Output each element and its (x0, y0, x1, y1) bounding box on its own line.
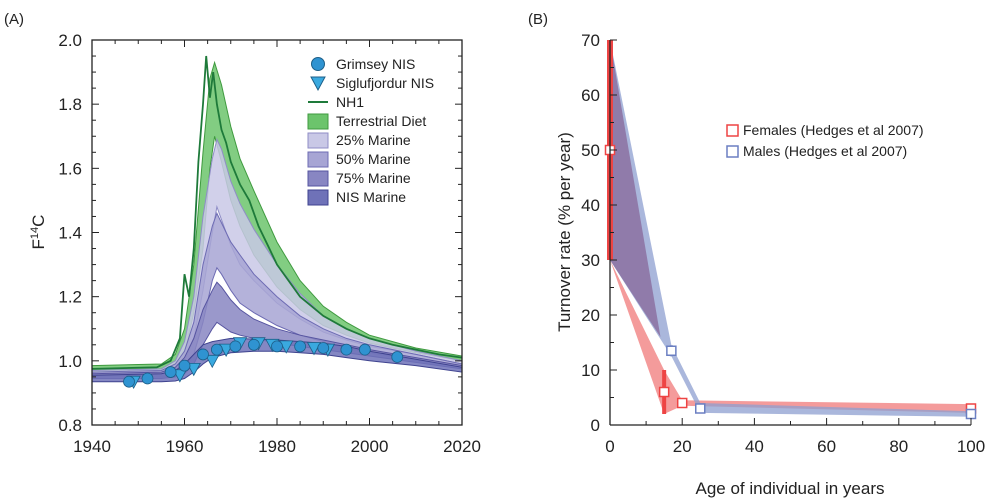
y-tick-label: 1.2 (58, 288, 82, 307)
x-tick-label: 60 (817, 437, 836, 456)
x-tick-label: 1960 (166, 437, 204, 456)
panel-a: (A) 1940 1960 1980 2000 2020 0.8 1.0 1.2 1.4 1.6… (4, 11, 481, 456)
legend-nis-marine: NIS Marine (336, 189, 406, 205)
legend-siglufjordur: Siglufjordur NIS (336, 75, 434, 91)
panel-b: (B) 0 20 40 60 80 100 0 10 20 30 40 50 60 70 Age of … (528, 11, 985, 498)
legend-terrestrial: Terrestrial Diet (336, 113, 426, 129)
siglufjordur-point (205, 354, 220, 369)
legend-50-marine: 50% Marine (336, 151, 411, 167)
male-point (666, 345, 677, 356)
panel-b-label: (B) (528, 11, 548, 28)
siglufjordur-point (306, 342, 322, 356)
grimsey-point (178, 359, 191, 372)
legend-75-marine: 75% Marine (336, 170, 411, 186)
y-tick-label: 70 (581, 31, 600, 50)
legend: Females (Hedges et al 2007) Males (Hedge… (726, 122, 924, 159)
x-tick-label: 2000 (351, 437, 389, 456)
grimsey-point (210, 343, 223, 356)
y-tick-label: 0 (591, 416, 600, 435)
grimsey-point (271, 340, 283, 353)
legend-terrestrial-swatch (307, 113, 329, 130)
y-tick-label: 40 (581, 196, 600, 215)
legend-males: Males (Hedges et al 2007) (743, 143, 907, 159)
turnover-bands (610, 40, 971, 417)
grimsey-point (317, 342, 330, 354)
x-tick-label: 0 (605, 437, 614, 456)
y-tick-label: 10 (581, 361, 600, 380)
legend: Grimsey NIS Siglufjordur NIS NH1 Terrest… (307, 56, 434, 206)
male-band (610, 40, 971, 417)
nh1-line (91, 55, 463, 370)
legend-25-swatch (307, 132, 329, 149)
siglufjordur-point (279, 340, 294, 354)
grimsey-point (294, 340, 307, 353)
siglufjordur-point (186, 362, 201, 377)
male-point (695, 403, 706, 414)
y-tick-label: 0.8 (58, 416, 82, 435)
legend-75-swatch (307, 170, 329, 187)
grimsey-point (247, 338, 260, 351)
x-tick-label: 2020 (443, 437, 481, 456)
legend-female-marker (726, 124, 739, 137)
x-tick-label: 1980 (258, 437, 296, 456)
overlap-band (610, 40, 661, 337)
legend-triangle-marker (310, 76, 326, 92)
y-axis-label: F14C (29, 215, 48, 250)
y-tick-label: 1.0 (58, 352, 82, 371)
y-tick-label: 1.6 (58, 159, 82, 178)
error-bars (607, 40, 973, 417)
grimsey-point (164, 366, 177, 378)
grimsey-point (141, 372, 154, 385)
female-point (658, 386, 670, 398)
y-axis-ticks: 0 10 20 30 40 50 60 70 (581, 31, 617, 435)
y-axis-label: Turnover rate (% per year) (555, 132, 574, 332)
legend-50-swatch (307, 151, 329, 168)
panel-a-label: (A) (4, 11, 24, 28)
grimsey-point (123, 375, 135, 388)
y-tick-label: 1.4 (58, 224, 82, 243)
female-point (676, 397, 688, 409)
legend-male-marker (726, 145, 739, 158)
x-tick-label: 20 (673, 437, 692, 456)
grimsey-point (197, 348, 209, 361)
siglufjordur-point (172, 369, 188, 383)
legend-25-marine: 25% Marine (336, 132, 411, 148)
diet-bands (91, 60, 463, 383)
y-tick-label: 50 (581, 141, 600, 160)
grimsey-point (358, 343, 371, 356)
x-axis-label: Age of individual in years (695, 479, 884, 498)
y-tick-label: 20 (581, 306, 600, 325)
grimsey-point (229, 340, 242, 353)
x-axis-ticks: 1940 1960 1980 2000 2020 (73, 40, 481, 456)
y-tick-label: 1.8 (58, 95, 82, 114)
x-axis-ticks: 0 20 40 60 80 100 (605, 418, 985, 456)
y-tick-label: 2.0 (58, 31, 82, 50)
legend-grimsey: Grimsey NIS (336, 56, 415, 72)
x-tick-label: 40 (745, 437, 764, 456)
y-axis-ticks: 0.8 1.0 1.2 1.4 1.6 1.8 2.0 (58, 31, 462, 435)
grimsey-point (391, 351, 404, 363)
siglufjordur-point (218, 343, 234, 357)
x-tick-label: 80 (889, 437, 908, 456)
male-point (965, 408, 977, 420)
legend-nh1: NH1 (336, 94, 364, 110)
y-tick-label: 60 (581, 86, 600, 105)
x-tick-label: 1940 (73, 437, 111, 456)
y-tick-label: 30 (581, 251, 600, 270)
legend-females: Females (Hedges et al 2007) (743, 122, 924, 138)
x-tick-label: 100 (957, 437, 985, 456)
legend-circle-marker (311, 57, 325, 71)
legend-nis-swatch (307, 189, 329, 206)
data-points (123, 337, 404, 390)
grimsey-point (340, 343, 353, 356)
